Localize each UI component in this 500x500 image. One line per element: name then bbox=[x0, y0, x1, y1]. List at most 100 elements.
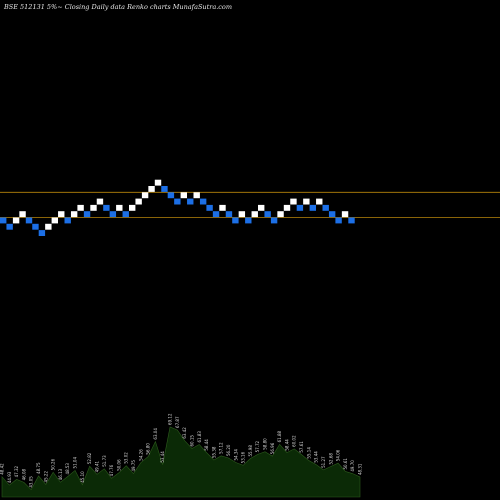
volume-label: 63.42 bbox=[182, 427, 187, 439]
volume-label: 53.44 bbox=[160, 451, 165, 463]
renko-brick-down bbox=[64, 217, 71, 224]
volume-label: 56.96 bbox=[270, 442, 275, 454]
volume-label: 48.75 bbox=[36, 462, 41, 474]
volume-label: 46.13 bbox=[58, 468, 63, 480]
renko-brick-down bbox=[25, 217, 33, 224]
renko-brick-down bbox=[309, 204, 316, 211]
renko-brick-up bbox=[148, 186, 155, 192]
volume-label: 46.08 bbox=[21, 468, 26, 480]
volume-label: 53.44 bbox=[314, 451, 319, 463]
renko-brick-down bbox=[270, 217, 278, 224]
renko-brick-down bbox=[225, 211, 233, 218]
renko-brick-up bbox=[154, 179, 162, 186]
volume-label: 57.12 bbox=[219, 442, 224, 454]
renko-brick-up bbox=[303, 198, 310, 205]
renko-brick-down bbox=[264, 211, 271, 218]
renko-brick-up bbox=[180, 192, 187, 199]
renko-brick-down bbox=[32, 223, 39, 230]
renko-brick-down bbox=[109, 211, 117, 218]
renko-brick-up bbox=[45, 223, 52, 230]
volume-label: 48.42 bbox=[0, 463, 5, 475]
renko-brick-down bbox=[335, 217, 342, 224]
volume-label: 48.53 bbox=[65, 463, 70, 475]
volume-label: 55.38 bbox=[211, 446, 216, 458]
renko-brick-down bbox=[232, 217, 239, 224]
volume-label: 58.80 bbox=[263, 438, 268, 450]
volume-label: 45.22 bbox=[43, 471, 48, 483]
renko-brick-down bbox=[122, 211, 129, 218]
renko-brick-up bbox=[135, 198, 142, 205]
volume-label: 55.14 bbox=[306, 447, 311, 459]
volume-label: 57.72 bbox=[255, 440, 260, 452]
renko-brick-up bbox=[290, 198, 297, 205]
renko-brick-down bbox=[199, 198, 207, 205]
volume-label: 51.73 bbox=[102, 455, 107, 467]
renko-brick-down bbox=[174, 198, 181, 205]
renko-brick-up bbox=[77, 204, 84, 211]
volume-label: 57.61 bbox=[299, 441, 304, 453]
volume-label: 69.12 bbox=[168, 413, 173, 425]
renko-brick-up bbox=[129, 204, 136, 211]
volume-label: 44.93 bbox=[7, 471, 12, 483]
volume-label: 47.32 bbox=[14, 465, 19, 477]
renko-brick-down bbox=[348, 217, 355, 224]
volume-series bbox=[1, 426, 361, 498]
renko-brick-down bbox=[245, 217, 252, 224]
volume-label: 54.34 bbox=[233, 449, 238, 461]
renko-brick-up bbox=[19, 211, 26, 218]
volume-label: 58.44 bbox=[284, 439, 289, 451]
renko-brick-up bbox=[251, 211, 258, 218]
renko-brick-down bbox=[187, 198, 194, 205]
volume-label: 54.06 bbox=[336, 449, 341, 461]
renko-brick-down bbox=[296, 204, 304, 211]
volume-label: 51.27 bbox=[321, 456, 326, 468]
volume-label: 52.68 bbox=[328, 453, 333, 465]
renko-brick-up bbox=[58, 211, 65, 218]
renko-brick-up bbox=[219, 204, 226, 211]
volume-label: 61.88 bbox=[277, 430, 282, 442]
volume-label: 47.76 bbox=[109, 464, 114, 476]
renko-brick-down bbox=[212, 211, 220, 218]
renko-brick-up bbox=[141, 192, 149, 199]
volume-area bbox=[1, 426, 361, 498]
volume-label: 53.16 bbox=[241, 451, 246, 463]
volume-label: 49.75 bbox=[131, 460, 136, 472]
volume-label: 67.87 bbox=[175, 416, 180, 428]
renko-brick-down bbox=[38, 230, 46, 236]
renko-brick-down bbox=[0, 217, 7, 224]
renko-brick-up bbox=[277, 211, 284, 218]
volume-label: 53.02 bbox=[124, 452, 129, 464]
renko-brick-up bbox=[283, 204, 291, 211]
renko-bricks bbox=[0, 179, 355, 236]
renko-brick-down bbox=[322, 204, 329, 211]
renko-brick-down bbox=[161, 186, 168, 192]
volume-label: 50.26 bbox=[51, 458, 56, 470]
volume-label: 45.10 bbox=[80, 471, 85, 483]
volume-label: 56.20 bbox=[226, 444, 231, 456]
renko-brick-down bbox=[206, 204, 213, 211]
volume-label: 48.31 bbox=[358, 463, 363, 475]
renko-brick-up bbox=[238, 211, 246, 218]
renko-brick-up bbox=[70, 211, 78, 218]
volume-label: 52.82 bbox=[87, 452, 92, 464]
renko-brick-up bbox=[193, 192, 200, 199]
volume-label: 51.04 bbox=[73, 457, 78, 469]
renko-brick-down bbox=[83, 211, 91, 218]
renko-brick-up bbox=[341, 211, 349, 218]
renko-brick-up bbox=[96, 198, 104, 205]
volume-label: 61.83 bbox=[197, 431, 202, 443]
renko-brick-up bbox=[90, 204, 97, 211]
volume-label: 60.15 bbox=[189, 435, 194, 447]
renko-brick-up bbox=[12, 217, 20, 224]
volume-label: 58.44 bbox=[204, 439, 209, 451]
volume-label: 49.41 bbox=[94, 460, 99, 472]
volume-label: 54.26 bbox=[138, 449, 143, 461]
renko-brick-down bbox=[6, 223, 13, 230]
volume-label: 50.06 bbox=[116, 459, 121, 471]
volume-label: 63.04 bbox=[153, 428, 158, 440]
volume-label: 50.61 bbox=[343, 458, 348, 470]
renko-brick-down bbox=[167, 192, 175, 199]
volume-label: 60.02 bbox=[292, 435, 297, 447]
